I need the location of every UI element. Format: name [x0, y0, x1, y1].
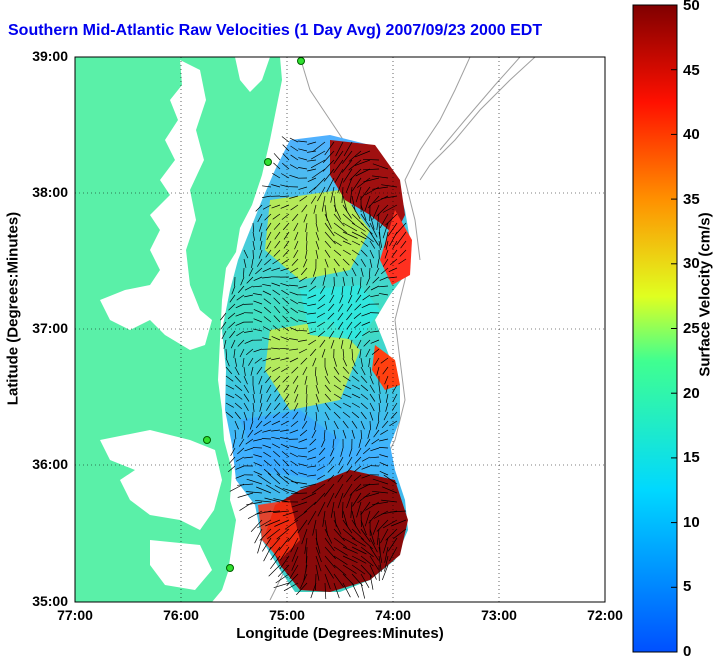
- velocity-vector: [361, 277, 362, 286]
- y-tick-label: 38:00: [20, 184, 68, 200]
- x-tick-label: 76:00: [151, 607, 211, 623]
- colorbar-label: Surface Velocity (cm/s): [697, 190, 714, 400]
- x-tick-label: 73:00: [469, 607, 529, 623]
- radar-site-marker: [227, 565, 234, 572]
- x-tick-label: 77:00: [45, 607, 105, 623]
- x-tick-label: 72:00: [575, 607, 635, 623]
- colorbar-tick-label: 10: [683, 514, 700, 531]
- velocity-vector: [262, 439, 271, 440]
- x-tick-label: 74:00: [363, 607, 423, 623]
- velocity-vector: [361, 511, 362, 527]
- colorbar-tick-label: 35: [683, 191, 700, 208]
- x-tick-label: 75:00: [257, 607, 317, 623]
- colorbar-tick-label: 20: [683, 385, 700, 402]
- y-tick-label: 37:00: [20, 320, 68, 336]
- colorbar: [633, 5, 677, 652]
- radar-site-marker: [265, 159, 272, 166]
- velocity-vector: [307, 232, 308, 241]
- velocity-vector: [253, 412, 254, 421]
- colorbar-tick-label: 50: [683, 0, 700, 14]
- radar-site-marker: [204, 437, 211, 444]
- velocity-vector: [253, 250, 254, 259]
- colorbar-tick-label: 15: [683, 449, 700, 466]
- colorbar-tick-label: 5: [683, 578, 691, 595]
- colorbar-tick-label: 25: [683, 320, 700, 337]
- y-axis-label: Latitude (Degrees:Minutes): [5, 204, 22, 414]
- y-tick-label: 36:00: [20, 456, 68, 472]
- x-axis-label: Longitude (Degrees:Minutes): [190, 625, 490, 642]
- colorbar-tick-label: 30: [683, 255, 700, 272]
- colorbar-tick-label: 45: [683, 62, 700, 79]
- colorbar-tick-label: 0: [683, 643, 691, 660]
- radar-site-marker: [298, 58, 305, 65]
- y-tick-label: 39:00: [20, 48, 68, 64]
- colorbar-tick-label: 40: [683, 126, 700, 143]
- velocity-vector: [253, 448, 262, 449]
